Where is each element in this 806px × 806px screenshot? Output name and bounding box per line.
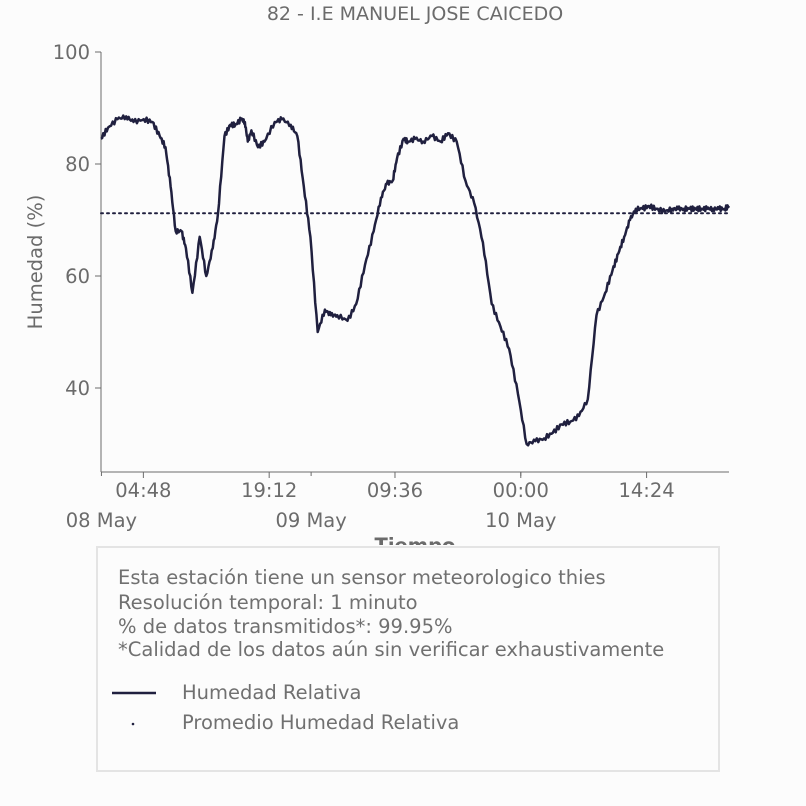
quality-disclaimer-note: *Calidad de los datos aún sin verificar … — [118, 638, 665, 661]
station-sensor-note: Esta estación tiene un sensor meteorolog… — [118, 566, 606, 589]
x-tick-label-date: 10 May — [485, 509, 556, 532]
x-tick-label-time: 14:24 — [618, 479, 674, 502]
x-tick-label-time: 19:12 — [241, 479, 297, 502]
info-legend-box: Esta estación tiene un sensor meteorolog… — [96, 546, 720, 772]
y-tick-label: 40 — [65, 377, 90, 400]
y-tick-label: 100 — [53, 41, 90, 64]
legend-dot-icon — [131, 722, 135, 726]
transmitted-data-note: % de datos transmitidos*: 99.95% — [118, 615, 453, 638]
x-tick-label-time: 00:00 — [493, 479, 549, 502]
legend-item-average: Promedio Humedad Relativa — [110, 711, 530, 735]
x-tick-label-time: 09:36 — [367, 479, 423, 502]
y-tick-label: 80 — [65, 153, 90, 176]
x-tick-label-date: 08 May — [66, 509, 137, 532]
y-tick-label: 60 — [65, 265, 90, 288]
plot-area — [100, 114, 731, 447]
y-axis: 40 60 80 100 — [53, 41, 102, 472]
x-axis: 04:48 19:12 09:36 00:00 14:24 08 May 09 May 10 … — [66, 471, 729, 532]
temporal-resolution-note: Resolución temporal: 1 minuto — [118, 591, 418, 614]
x-axis-label: Tiempo — [375, 534, 456, 545]
humidity-series-line — [100, 114, 731, 447]
legend-label-humidity: Humedad Relativa — [182, 681, 362, 704]
legend-solid-line-icon — [112, 691, 156, 695]
legend-item-humidity: Humedad Relativa — [110, 681, 510, 705]
legend-label-average: Promedio Humedad Relativa — [182, 711, 460, 734]
x-tick-label-date: 09 May — [275, 509, 346, 532]
chart-title: 82 - I.E MANUEL JOSE CAICEDO — [267, 3, 563, 25]
x-tick-label-time: 04:48 — [115, 479, 171, 502]
y-axis-label: Humedad (%) — [24, 195, 47, 330]
humidity-chart: 82 - I.E MANUEL JOSE CAICEDO 40 60 80 100 0… — [24, 3, 731, 545]
